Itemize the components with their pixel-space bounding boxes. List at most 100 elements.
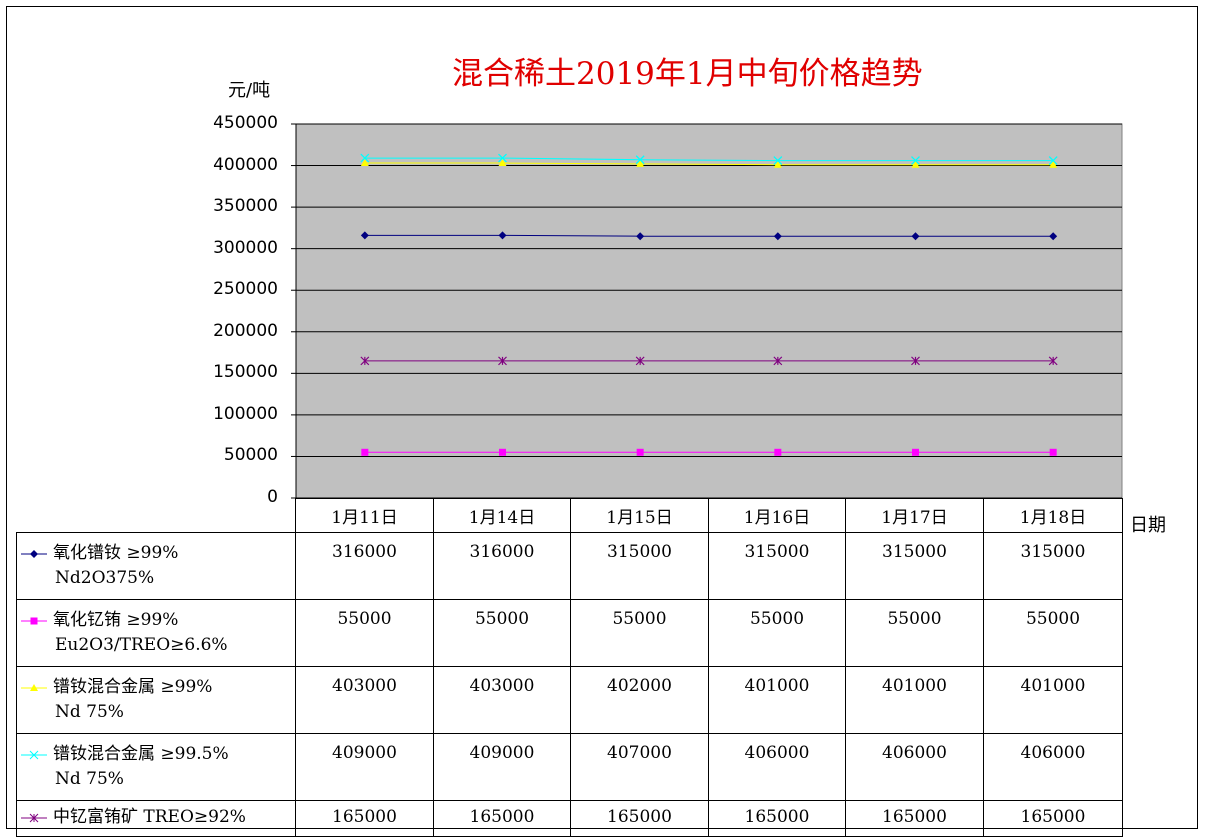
y-tick-label: 200000 (213, 320, 278, 341)
table-cell-value: 165000 (983, 800, 1123, 837)
table-cell-value: 315000 (570, 532, 709, 600)
legend-marker-icon (21, 549, 47, 558)
y-axis-unit: 元/吨 (228, 80, 271, 101)
y-tick-label: 450000 (213, 113, 278, 133)
table-cell-value: 406000 (708, 733, 846, 801)
data-point (636, 448, 644, 456)
data-point (498, 356, 507, 366)
data-point (498, 153, 507, 163)
series-legend-cell: 镨钕混合金属 ≥99% Nd 75% (16, 666, 296, 734)
table-cell-value: 55000 (708, 599, 846, 667)
table-cell-value: 409000 (295, 733, 434, 801)
series-spec: Nd 75% (55, 769, 124, 789)
data-point (774, 448, 782, 456)
series-name: 中钇富铕矿 TREO≥92% (53, 807, 246, 827)
table-cell-value: 407000 (570, 733, 709, 801)
table-cell-value: 401000 (845, 666, 984, 734)
table-cell-value: 55000 (845, 599, 984, 667)
y-tick-label: 400000 (213, 154, 278, 175)
plot-area (295, 123, 1123, 499)
data-point (911, 356, 920, 366)
table-cell-value: 55000 (983, 599, 1123, 667)
series-legend-cell: 中钇富铕矿 TREO≥92% (16, 800, 296, 837)
table-cell-value: 403000 (433, 666, 571, 734)
table-row: 氧化钇铕 ≥99% Eu2O3/TREO≥6.6% 55000 55000 55000 5… (16, 599, 1123, 667)
y-tick-label: 0 (267, 487, 278, 507)
data-point (773, 232, 782, 241)
y-tick-label: 150000 (213, 362, 278, 383)
table-cell-value: 315000 (708, 532, 846, 600)
series-spec: Eu2O3/TREO≥6.6% (55, 635, 228, 655)
legend-marker-icon (21, 813, 47, 822)
table-cell-value: 165000 (433, 800, 571, 837)
data-point (911, 160, 920, 168)
data-point (361, 448, 369, 456)
category-label: 1月16日 (708, 498, 846, 533)
series-name: 氧化镨钕 ≥99% (53, 543, 179, 563)
series-spec: Nd 75% (55, 702, 124, 722)
table-cell-value: 406000 (845, 733, 984, 801)
x-axis-unit: 日期 (1130, 515, 1166, 536)
category-label: 1月17日 (845, 498, 984, 533)
table-row: 镨钕混合金属 ≥99.5% Nd 75% 409000 409000 407000 406… (16, 733, 1123, 801)
table-cell-value: 165000 (708, 800, 846, 837)
category-label: 1月11日 (295, 498, 434, 533)
data-point (635, 155, 645, 165)
data-point (360, 153, 370, 163)
table-cell-value: 316000 (433, 532, 571, 600)
series-line (364, 234, 1054, 237)
data-point (1048, 356, 1058, 366)
y-tick-label: 250000 (213, 279, 278, 300)
chart-title: 混合稀土2019年1月中旬价格趋势 (452, 56, 923, 92)
table-cell-value: 55000 (295, 599, 434, 667)
y-tick-label: 300000 (213, 237, 278, 258)
table-cell-value: 55000 (570, 599, 709, 667)
y-tick-label: 350000 (213, 196, 278, 217)
data-point (636, 159, 645, 167)
data-point (636, 232, 645, 241)
data-point (360, 159, 369, 167)
series-legend-cell: 氧化镨钕 ≥99% Nd2O375% (16, 532, 296, 600)
data-point (773, 160, 782, 168)
table-cell-value: 401000 (708, 666, 846, 734)
data-point (1048, 156, 1058, 166)
data-point (498, 159, 507, 167)
y-tick-label: 50000 (223, 445, 278, 466)
table-cell-value: 401000 (983, 666, 1123, 734)
series-line (364, 157, 1054, 162)
series-line (364, 162, 1054, 166)
series-legend-cell: 镨钕混合金属 ≥99.5% Nd 75% (16, 733, 296, 801)
y-tick-label: 100000 (213, 403, 278, 424)
series-name: 镨钕混合金属 ≥99% (53, 677, 213, 697)
table-cell-value: 403000 (295, 666, 434, 734)
table-corner (16, 498, 296, 533)
table-cell-value: 315000 (845, 532, 984, 600)
data-point (773, 156, 783, 166)
table-row: 中钇富铕矿 TREO≥92% 165000 165000 165000 165000 16… (16, 800, 1123, 837)
legend-marker-icon (21, 683, 47, 691)
table-row: 氧化镨钕 ≥99% Nd2O375% 316000 316000 315000 31500… (16, 532, 1123, 600)
table-cell-value: 316000 (295, 532, 434, 600)
category-label: 1月14日 (433, 498, 571, 533)
table-cell-value: 55000 (433, 599, 571, 667)
data-point (499, 448, 506, 456)
data-point (773, 356, 783, 366)
data-point (911, 232, 920, 241)
data-point (635, 356, 645, 366)
legend-marker-icon (21, 750, 47, 759)
table-cell-value: 165000 (845, 800, 984, 837)
data-point (1049, 232, 1058, 241)
series-legend-cell: 氧化钇铕 ≥99% Eu2O3/TREO≥6.6% (16, 599, 296, 667)
table-row: 镨钕混合金属 ≥99% Nd 75% 403000 403000 402000 40100… (16, 666, 1123, 734)
data-point (1049, 160, 1058, 168)
data-point (1049, 448, 1057, 456)
data-point (360, 356, 370, 366)
data-point (911, 156, 920, 166)
series-name: 镨钕混合金属 ≥99.5% (53, 744, 229, 764)
table-cell-value: 165000 (295, 800, 434, 837)
data-point (360, 231, 369, 240)
data-point (912, 448, 919, 456)
table-cell-value: 406000 (983, 733, 1123, 801)
table-cell-value: 409000 (433, 733, 571, 801)
